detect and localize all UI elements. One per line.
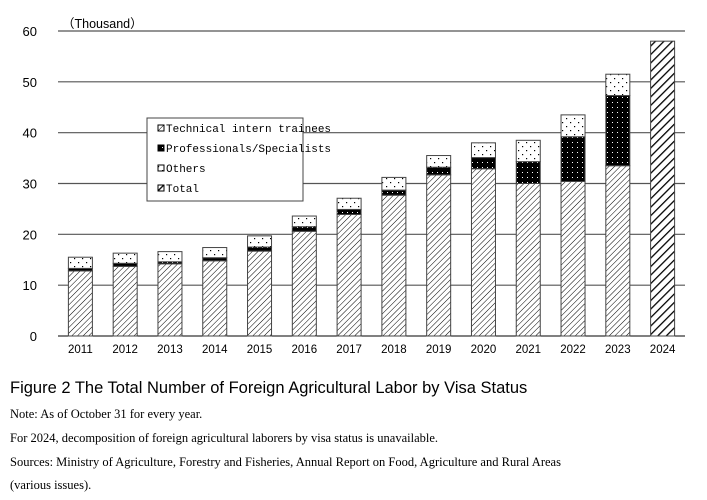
x-tick-label: 2021 (515, 344, 541, 356)
x-tick-label: 2014 (202, 344, 228, 356)
x-tick-label: 2019 (426, 344, 452, 356)
bar-segment-others (157, 251, 183, 263)
bar-segment-others (247, 235, 273, 248)
bar-segment-others (67, 256, 93, 269)
y-tick-label: 30 (23, 177, 37, 192)
y-tick-label: 40 (23, 126, 37, 141)
legend-label: Professionals/Specialists (166, 144, 331, 156)
bar-segment-technical-intern-trainees (605, 165, 631, 337)
y-tick-label: 60 (23, 24, 37, 39)
y-tick-label: 10 (23, 278, 37, 293)
bar-segment-technical-intern-trainees (336, 214, 362, 337)
bar-segment-others (381, 176, 407, 191)
bar-segment-technical-intern-trainees (157, 263, 183, 337)
legend-label: Total (166, 184, 199, 196)
bar-segment-others (291, 215, 317, 228)
legend-swatch (157, 164, 165, 172)
bar-segment-professionals (560, 136, 586, 182)
legend: Technical intern trainees Professionals/S… (146, 117, 331, 202)
bar-segment-technical-intern-trainees (560, 180, 586, 337)
note-line-1: Note: As of October 31 for every year. (10, 407, 203, 421)
bar-segment-technical-intern-trainees (202, 260, 228, 337)
note-line-3: Sources: Ministry of Agriculture, Forest… (10, 455, 561, 469)
x-tick-label: 2012 (112, 344, 138, 356)
x-tick-label: 2011 (68, 344, 93, 356)
bar-segment-others (515, 139, 541, 163)
bar-segment-others (470, 142, 496, 159)
note-line-2: For 2024, decomposition of foreign agric… (10, 431, 439, 445)
legend-box (146, 117, 304, 202)
bar-segment-professionals (605, 95, 631, 167)
legend-swatch (157, 124, 165, 132)
x-tick-label: 2017 (336, 344, 362, 356)
bar-segment-others (336, 197, 362, 210)
bar-segment-technical-intern-trainees (470, 168, 496, 337)
legend-label: Technical intern trainees (166, 124, 331, 136)
bar-segment-others (112, 252, 138, 264)
bar-segment-others (426, 155, 452, 168)
bar-segment-technical-intern-trainees (291, 230, 317, 337)
y-tick-label: 20 (23, 227, 37, 242)
y-tick-label: 50 (23, 75, 37, 90)
bar-segment-others (202, 247, 228, 259)
stacked-bar-chart: 2011 2012 2013 2014 2015 2016 2017 2018 2019 2020… (23, 17, 685, 356)
x-tick-label: 2016 (292, 344, 318, 356)
x-tick-label: 2018 (381, 344, 407, 356)
x-tick-label: 2022 (560, 344, 586, 356)
unit-label: （Thousand） (62, 17, 143, 31)
bar-segment-others (605, 73, 631, 97)
bar-segment-others (560, 114, 586, 138)
x-tick-label: 2023 (605, 344, 631, 356)
bar-segment-professionals (515, 161, 541, 184)
bar-segment-professionals (336, 208, 362, 216)
x-tick-label: 2015 (247, 344, 273, 356)
note-line-4: (various issues). (10, 478, 92, 492)
figure-title: Figure 2 The Total Number of Foreign Agr… (10, 379, 528, 397)
bar-segment-professionals (426, 166, 452, 176)
bar-total (650, 40, 676, 337)
legend-label: Others (166, 164, 206, 176)
bar-segment-professionals (381, 189, 407, 196)
bar-segment-technical-intern-trainees (247, 250, 273, 337)
y-tick-label: 0 (30, 329, 37, 344)
bar-segment-technical-intern-trainees (426, 174, 452, 337)
bar-segment-professionals (470, 157, 496, 170)
bar-segment-technical-intern-trainees (112, 265, 138, 337)
x-tick-label: 2020 (471, 344, 497, 356)
bar-segment-professionals (291, 226, 317, 232)
bar-segment-technical-intern-trainees (381, 194, 407, 337)
x-tick-label: 2024 (650, 344, 676, 356)
bar-segment-technical-intern-trainees (515, 183, 541, 337)
bar-segment-professionals (247, 246, 273, 252)
bar-segment-technical-intern-trainees (67, 270, 93, 337)
legend-swatch (157, 144, 165, 152)
x-tick-label: 2013 (157, 344, 183, 356)
legend-swatch (157, 184, 165, 192)
